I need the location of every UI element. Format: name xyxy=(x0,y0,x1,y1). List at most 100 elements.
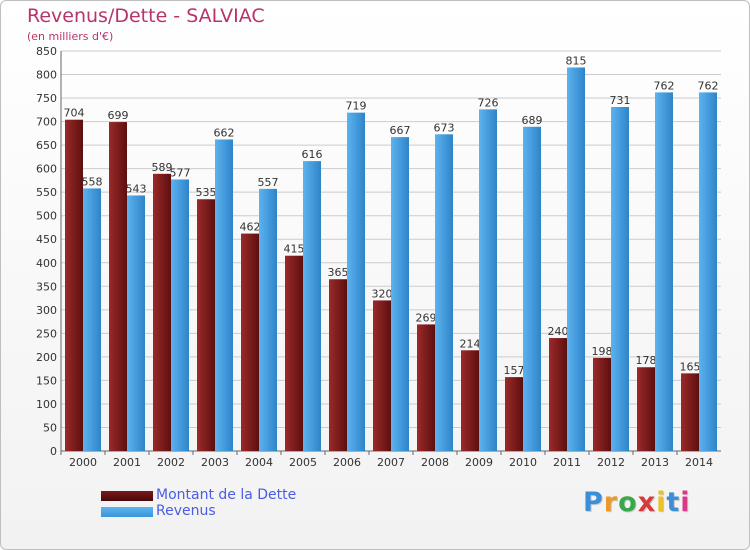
x-tick-label: 2011 xyxy=(553,456,581,469)
bar-revenus xyxy=(127,195,145,451)
data-label-dette: 178 xyxy=(636,354,657,367)
data-label-revenus: 558 xyxy=(82,175,103,188)
chart-subtitle: (en milliers d'€) xyxy=(27,30,114,43)
logo-letter: P xyxy=(583,487,604,518)
y-tick-label: 700 xyxy=(36,116,57,129)
bar-revenus xyxy=(171,179,189,451)
x-tick-label: 2009 xyxy=(465,456,493,469)
data-label-dette: 704 xyxy=(64,107,85,120)
data-label-dette: 198 xyxy=(592,345,613,358)
legend-swatch-revenus xyxy=(101,507,153,517)
data-label-dette: 240 xyxy=(548,325,569,338)
bar-revenus xyxy=(567,67,585,452)
bar-dette xyxy=(417,324,435,451)
y-tick-label: 650 xyxy=(36,139,57,152)
x-tick-label: 2014 xyxy=(685,456,713,469)
bar-dette xyxy=(241,233,259,451)
y-tick-label: 0 xyxy=(50,445,57,458)
data-label-revenus: 815 xyxy=(566,54,587,67)
legend-label-revenus: Revenus xyxy=(156,503,216,519)
bar-revenus xyxy=(347,112,365,451)
bar-dette xyxy=(285,255,303,451)
bar-revenus xyxy=(303,161,321,451)
y-tick-label: 250 xyxy=(36,327,57,340)
data-label-revenus: 689 xyxy=(522,114,543,127)
legend-label-dette: Montant de la Dette xyxy=(156,487,297,503)
y-tick-label: 350 xyxy=(36,280,57,293)
data-label-revenus: 719 xyxy=(346,100,367,113)
proxiti-logo: Proxiti xyxy=(583,487,691,518)
x-tick-label: 2013 xyxy=(641,456,669,469)
y-tick-label: 750 xyxy=(36,92,57,105)
data-label-revenus: 616 xyxy=(302,148,323,161)
bar-dette xyxy=(109,122,127,451)
bar-dette xyxy=(197,199,215,451)
data-label-revenus: 762 xyxy=(654,79,675,92)
logo-letter: i xyxy=(680,487,691,518)
bar-dette xyxy=(329,279,347,451)
legend-swatch-dette xyxy=(101,491,153,501)
y-tick-label: 550 xyxy=(36,186,57,199)
data-label-dette: 365 xyxy=(328,266,349,279)
bar-revenus xyxy=(259,188,277,451)
data-label-dette: 462 xyxy=(240,221,261,234)
data-label-revenus: 673 xyxy=(434,121,455,134)
y-tick-label: 400 xyxy=(36,257,57,270)
data-label-dette: 320 xyxy=(372,287,393,300)
logo-letter: i xyxy=(656,487,667,518)
bar-revenus xyxy=(479,109,497,452)
x-tick-label: 2005 xyxy=(289,456,317,469)
logo-letter: r xyxy=(603,487,619,518)
data-label-dette: 589 xyxy=(152,161,173,174)
y-tick-label: 850 xyxy=(36,45,57,58)
bar-revenus xyxy=(611,107,629,451)
data-label-dette: 535 xyxy=(196,186,217,199)
y-tick-label: 800 xyxy=(36,69,57,82)
data-label-revenus: 731 xyxy=(610,94,631,107)
x-tick-label: 2003 xyxy=(201,456,229,469)
x-tick-label: 2001 xyxy=(113,456,141,469)
data-label-dette: 157 xyxy=(504,364,525,377)
x-tick-label: 2012 xyxy=(597,456,625,469)
data-label-revenus: 543 xyxy=(126,182,147,195)
x-tick-label: 2010 xyxy=(509,456,537,469)
bar-dette xyxy=(681,373,699,451)
bar-dette xyxy=(373,300,391,451)
data-label-dette: 165 xyxy=(680,360,701,373)
logo-letter: o xyxy=(618,487,638,518)
bar-dette xyxy=(461,350,479,451)
bar-revenus xyxy=(215,139,233,451)
data-label-revenus: 557 xyxy=(258,176,279,189)
data-label-revenus: 577 xyxy=(170,166,191,179)
bar-revenus xyxy=(83,188,101,452)
data-label-revenus: 726 xyxy=(478,96,499,109)
bar-revenus xyxy=(435,134,453,451)
y-tick-label: 450 xyxy=(36,233,57,246)
logo-letter: x xyxy=(637,487,657,518)
x-tick-label: 2006 xyxy=(333,456,361,469)
logo-letter: t xyxy=(666,487,681,518)
data-label-revenus: 762 xyxy=(698,79,719,92)
bar-revenus xyxy=(523,126,541,451)
x-tick-label: 2004 xyxy=(245,456,273,469)
chart-title: Revenus/Dette - SALVIAC xyxy=(27,5,265,27)
y-tick-label: 300 xyxy=(36,304,57,317)
data-label-dette: 269 xyxy=(416,311,437,324)
data-label-revenus: 662 xyxy=(214,126,235,139)
bar-revenus xyxy=(699,92,717,451)
data-label-dette: 699 xyxy=(108,109,129,122)
x-tick-label: 2007 xyxy=(377,456,405,469)
x-tick-label: 2008 xyxy=(421,456,449,469)
y-tick-label: 100 xyxy=(36,398,57,411)
bar-dette xyxy=(549,338,567,451)
y-tick-label: 600 xyxy=(36,163,57,176)
bar-revenus xyxy=(391,137,409,451)
y-tick-label: 50 xyxy=(43,421,57,434)
bar-dette xyxy=(505,377,523,451)
y-tick-label: 500 xyxy=(36,210,57,223)
bar-dette xyxy=(637,367,655,451)
data-label-dette: 214 xyxy=(460,337,481,350)
data-label-dette: 415 xyxy=(284,243,305,256)
